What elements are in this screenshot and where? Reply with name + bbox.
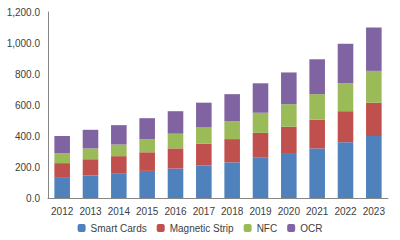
- svg-text:0.0: 0.0: [26, 193, 40, 204]
- svg-text:1,000.0: 1,000.0: [7, 38, 41, 49]
- svg-text:2019: 2019: [249, 206, 272, 217]
- svg-text:2016: 2016: [164, 206, 187, 217]
- svg-text:800.0: 800.0: [15, 69, 40, 80]
- svg-text:Smart Cards: Smart Cards: [91, 223, 147, 234]
- svg-text:2021: 2021: [306, 206, 329, 217]
- svg-text:2020: 2020: [278, 206, 301, 217]
- svg-text:600.0: 600.0: [15, 100, 40, 111]
- svg-text:OCR: OCR: [300, 223, 322, 234]
- svg-text:2017: 2017: [193, 206, 216, 217]
- svg-text:2022: 2022: [334, 206, 357, 217]
- svg-text:1,200.0: 1,200.0: [7, 7, 41, 18]
- svg-text:200.0: 200.0: [15, 162, 40, 173]
- svg-text:2012: 2012: [51, 206, 74, 217]
- svg-text:2013: 2013: [79, 206, 102, 217]
- svg-text:400.0: 400.0: [15, 131, 40, 142]
- svg-text:Magnetic Strip: Magnetic Strip: [170, 223, 234, 234]
- svg-text:2018: 2018: [221, 206, 244, 217]
- svg-text:2023: 2023: [363, 206, 386, 217]
- svg-text:2015: 2015: [136, 206, 159, 217]
- svg-text:2014: 2014: [108, 206, 131, 217]
- svg-text:NFC: NFC: [257, 223, 278, 234]
